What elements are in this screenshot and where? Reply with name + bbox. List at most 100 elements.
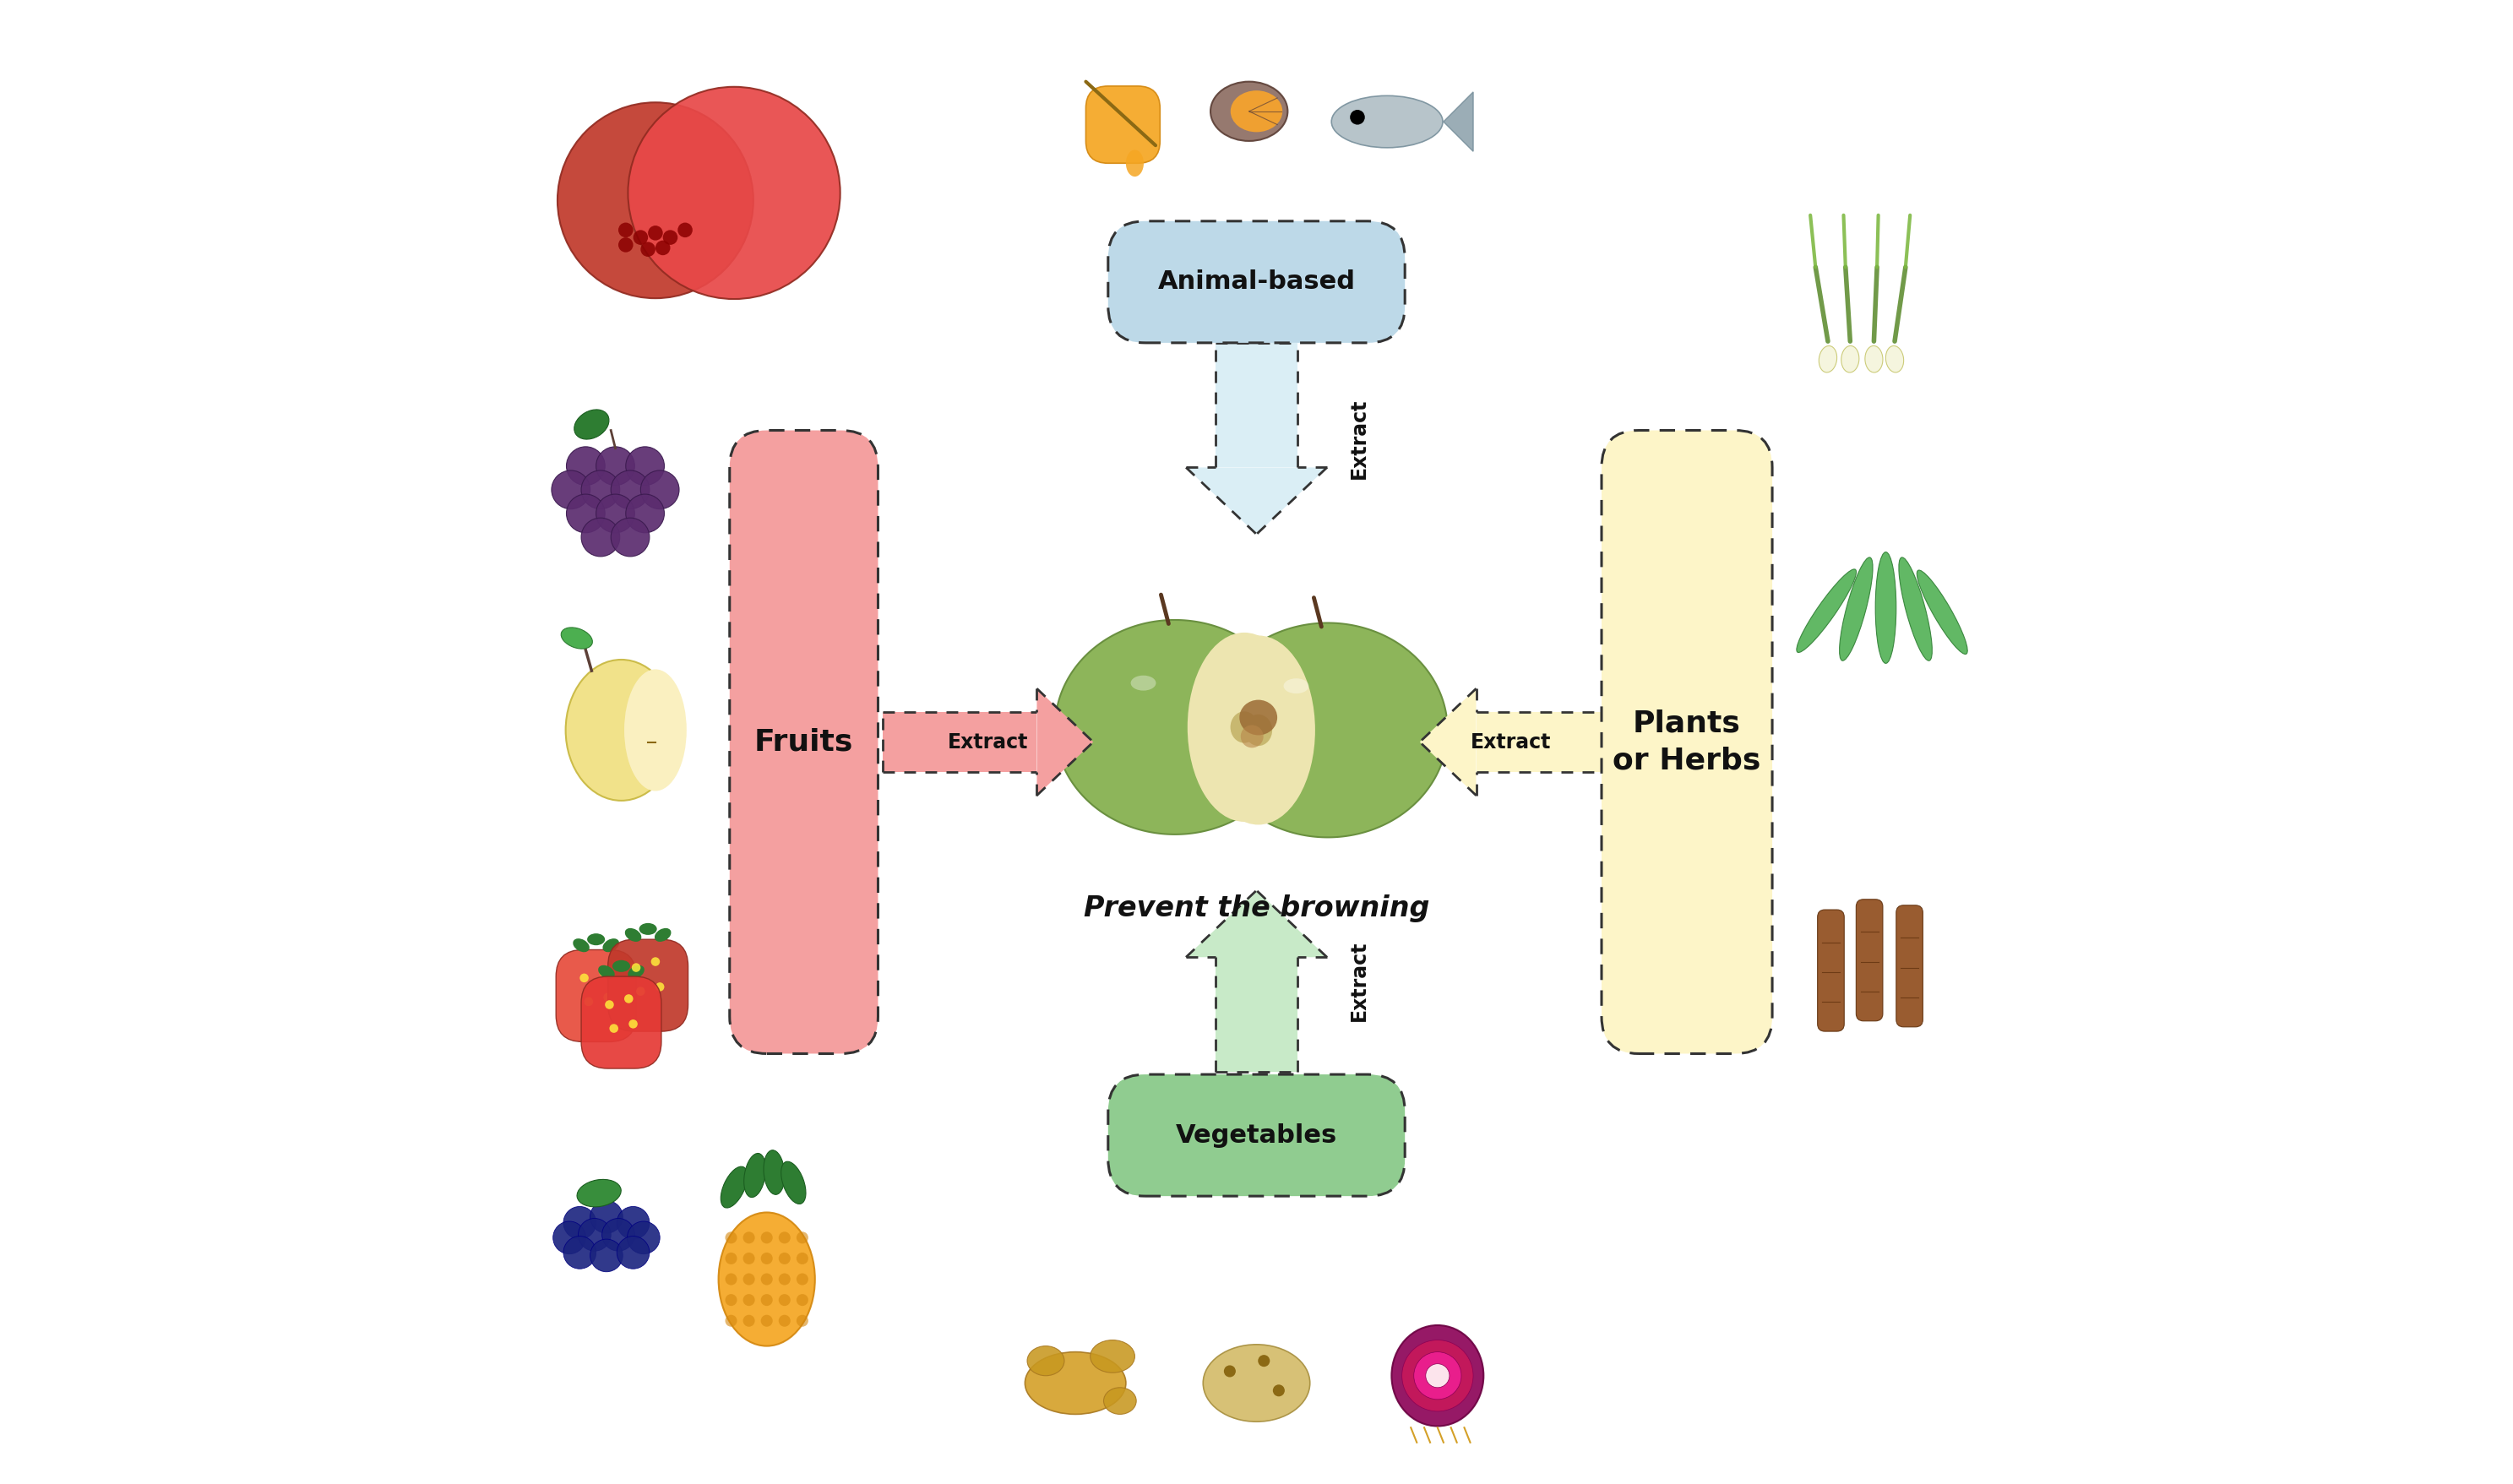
Ellipse shape [1204, 1345, 1309, 1422]
Ellipse shape [1211, 82, 1287, 141]
Circle shape [1415, 1352, 1463, 1399]
Circle shape [596, 447, 636, 485]
Circle shape [616, 1236, 648, 1269]
Circle shape [779, 1232, 792, 1244]
Circle shape [550, 470, 591, 509]
Bar [882, 712, 1038, 772]
Circle shape [1224, 1365, 1236, 1377]
Text: Extract: Extract [1349, 398, 1370, 479]
Circle shape [598, 968, 608, 976]
Circle shape [563, 1236, 596, 1269]
Ellipse shape [623, 669, 686, 791]
Circle shape [744, 1294, 754, 1306]
Circle shape [553, 1221, 586, 1254]
Circle shape [761, 1294, 771, 1306]
Text: Extract: Extract [1349, 941, 1370, 1021]
Ellipse shape [1126, 150, 1143, 177]
Ellipse shape [1865, 346, 1882, 372]
Text: Animal-based: Animal-based [1158, 270, 1355, 294]
Circle shape [761, 1232, 771, 1244]
Ellipse shape [1332, 95, 1442, 147]
Circle shape [797, 1252, 809, 1264]
Circle shape [761, 1273, 771, 1285]
Polygon shape [1055, 620, 1294, 834]
Circle shape [779, 1273, 792, 1285]
Ellipse shape [1231, 711, 1259, 743]
Polygon shape [1186, 467, 1327, 534]
Circle shape [558, 102, 754, 298]
Circle shape [744, 1232, 754, 1244]
Circle shape [797, 1294, 809, 1306]
FancyBboxPatch shape [1601, 430, 1772, 1054]
Ellipse shape [1103, 1388, 1136, 1414]
Circle shape [679, 223, 694, 237]
Text: Extract: Extract [947, 732, 1028, 752]
Ellipse shape [603, 938, 618, 953]
Circle shape [744, 1315, 754, 1327]
Ellipse shape [1244, 714, 1272, 746]
Ellipse shape [1885, 346, 1905, 372]
Circle shape [726, 1273, 736, 1285]
Circle shape [633, 230, 648, 245]
Ellipse shape [598, 965, 616, 979]
Bar [1216, 343, 1297, 467]
FancyBboxPatch shape [1086, 86, 1161, 163]
Circle shape [581, 518, 621, 556]
Polygon shape [1038, 689, 1093, 795]
Circle shape [611, 470, 648, 509]
Circle shape [581, 974, 588, 982]
Ellipse shape [1875, 552, 1897, 663]
Ellipse shape [1201, 635, 1314, 825]
Ellipse shape [565, 659, 676, 801]
Ellipse shape [628, 965, 643, 979]
Circle shape [797, 1232, 809, 1244]
Ellipse shape [1028, 1346, 1066, 1376]
Ellipse shape [1797, 570, 1857, 653]
Text: Vegetables: Vegetables [1176, 1123, 1337, 1147]
Text: Plants
or Herbs: Plants or Herbs [1613, 709, 1762, 775]
Circle shape [779, 1252, 792, 1264]
Circle shape [626, 447, 663, 485]
Ellipse shape [1900, 558, 1932, 660]
Ellipse shape [719, 1212, 814, 1346]
Bar [1475, 712, 1603, 772]
Circle shape [779, 1315, 792, 1327]
Circle shape [761, 1315, 771, 1327]
Circle shape [726, 1232, 736, 1244]
Text: Fruits: Fruits [754, 727, 854, 757]
Circle shape [616, 1206, 648, 1239]
FancyBboxPatch shape [1857, 899, 1882, 1021]
Ellipse shape [1131, 675, 1156, 690]
Circle shape [1425, 1364, 1450, 1388]
Circle shape [641, 470, 679, 509]
Circle shape [596, 494, 636, 533]
Ellipse shape [782, 1162, 807, 1204]
Ellipse shape [1231, 91, 1282, 132]
Ellipse shape [588, 933, 606, 945]
Circle shape [656, 982, 663, 991]
Ellipse shape [1842, 346, 1860, 372]
Ellipse shape [1840, 558, 1872, 660]
FancyBboxPatch shape [581, 976, 661, 1068]
Ellipse shape [638, 923, 656, 935]
Circle shape [726, 1315, 736, 1327]
Bar [1216, 957, 1297, 1071]
Ellipse shape [1189, 632, 1302, 822]
Circle shape [581, 470, 621, 509]
Circle shape [611, 1024, 618, 1033]
Circle shape [656, 240, 671, 255]
FancyBboxPatch shape [1897, 905, 1922, 1027]
Circle shape [797, 1273, 809, 1285]
Circle shape [797, 1315, 809, 1327]
Ellipse shape [1284, 678, 1309, 693]
Circle shape [603, 993, 613, 1002]
Circle shape [779, 1294, 792, 1306]
Circle shape [726, 1252, 736, 1264]
Circle shape [583, 997, 593, 1006]
Polygon shape [1186, 890, 1327, 957]
Circle shape [578, 1218, 611, 1251]
Ellipse shape [613, 960, 631, 972]
Ellipse shape [1241, 726, 1264, 748]
Ellipse shape [721, 1166, 746, 1208]
Circle shape [641, 242, 656, 257]
